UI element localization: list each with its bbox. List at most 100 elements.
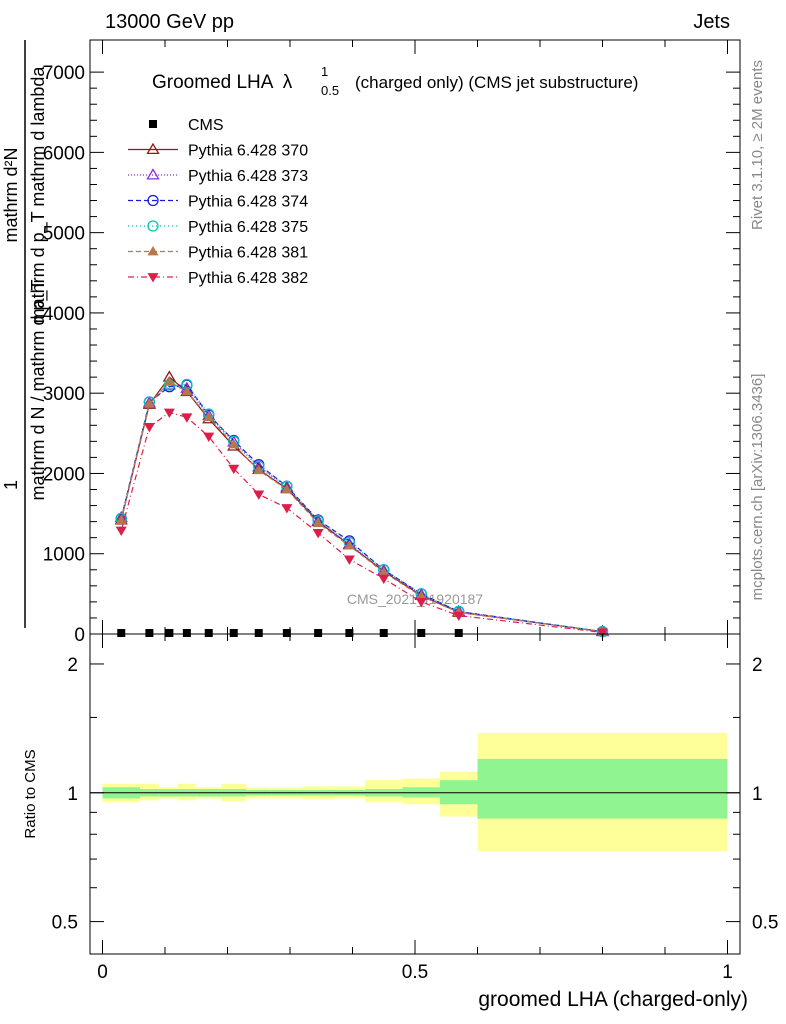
ratio-xtick-label: 0: [97, 962, 108, 983]
main-ytick-label: 0: [74, 625, 85, 646]
ylabel-top-numerator: 1: [1, 480, 21, 490]
main-ytick-label: 2000: [43, 464, 85, 485]
data-point: [343, 555, 355, 565]
data-point: [181, 413, 193, 423]
legend-marker: [147, 220, 159, 232]
data-point: [228, 464, 240, 475]
legend-item: Pythia 6.428 374: [128, 194, 308, 211]
data-point: [597, 628, 608, 638]
data-point: [254, 629, 263, 637]
main-ytick-label: 5000: [43, 224, 85, 245]
legend-marker: [147, 246, 159, 256]
legend-marker: [147, 273, 159, 283]
legend-marker: [147, 194, 159, 207]
legend-label: Pythia 6.428 374: [188, 194, 308, 211]
legend-item: Pythia 6.428 381: [128, 245, 308, 262]
legend: CMS Pythia 6.428 370 Pythia 6.428 373 Pythi…: [128, 117, 308, 287]
main-ytick-label: 7000: [43, 63, 85, 84]
ratio-xtick-label: 0.5: [402, 962, 428, 983]
svg-text:Groomed LHA λ: Groomed LHA λ: [152, 72, 293, 93]
series-6: [115, 408, 608, 638]
legend-label: Pythia 6.428 373: [188, 168, 308, 185]
data-point: [282, 629, 291, 637]
data-point: [182, 629, 191, 637]
data-point: [203, 432, 215, 443]
mcplots-label: mcplots.cern.ch [arXiv:1306.3436]: [749, 374, 766, 601]
ratio-ytick-label: 1: [67, 784, 78, 805]
ratio-ytick-label: 0.5: [52, 913, 78, 934]
ylabel-inner-denominator: mathrm d p_T mathrm d lambda: [28, 66, 49, 324]
main-title: Groomed LHA λ 1 0.5 (charged only) (CMS …: [152, 64, 638, 98]
main-ylabel: 1 mathrm d N / mathrm d p_T mathrm d²N m…: [1, 40, 49, 628]
series-0: [117, 629, 463, 637]
series-line: [120, 411, 603, 633]
data-point: [415, 590, 427, 601]
title-main: Groomed LHA: [152, 72, 274, 93]
legend-item: CMS: [149, 117, 224, 134]
ratio-ytick-label-right: 2: [752, 655, 763, 676]
ratio-ytick-label-right: 1: [752, 784, 763, 805]
ratio-ylabel: Ratio to CMS: [22, 749, 39, 838]
main-ticks: 0 1000 2000 3000 4000 5000 6000 7000: [43, 40, 740, 646]
main-series: [114, 370, 610, 638]
data-point: [228, 439, 240, 449]
series-line: [120, 376, 603, 633]
data-point: [143, 398, 155, 408]
x-axis-title: groomed LHA (charged-only): [478, 988, 748, 1011]
legend-item: Pythia 6.428 370: [128, 143, 308, 160]
legend-label: Pythia 6.428 382: [188, 270, 308, 287]
data-point: [314, 629, 323, 637]
ratio-plot: 0.5 0.5 1 1 2 2 0 0.5 1: [52, 633, 778, 983]
main-ytick-label: 1000: [43, 545, 85, 566]
ylabel-denominator: mathrm d N / mathrm d p_T: [28, 279, 49, 500]
ratio-ytick-label-right: 0.5: [752, 913, 778, 934]
data-point: [253, 464, 265, 475]
data-point: [345, 629, 354, 637]
data-point: [145, 629, 154, 637]
data-point: [454, 629, 463, 637]
ratio-ticks: 0.5 0.5 1 1 2 2 0 0.5 1: [52, 634, 778, 983]
ratio-xtick-label: 1: [722, 962, 733, 983]
title-sup: 1: [321, 64, 328, 79]
data-point: [415, 598, 427, 608]
title-suffix: (charged only) (CMS jet substructure): [355, 73, 638, 92]
data-point: [143, 423, 155, 433]
data-point: [417, 629, 426, 637]
data-point: [453, 611, 465, 622]
data-point: [115, 526, 127, 536]
main-ytick-label: 6000: [43, 143, 85, 164]
ylabel-inner-numerator: mathrm d²N: [1, 147, 21, 242]
data-point: [378, 566, 390, 577]
data-point: [253, 490, 265, 500]
legend-marker: [146, 142, 160, 155]
ratio-band-stat: [440, 780, 478, 805]
data-point: [343, 540, 355, 550]
legend-item: Pythia 6.428 375: [128, 219, 308, 236]
data-point: [378, 574, 390, 585]
data-point: [163, 376, 175, 386]
legend-item: Pythia 6.428 373: [128, 168, 308, 185]
legend-label: Pythia 6.428 381: [188, 245, 308, 262]
rivet-label: Rivet 3.1.10, ≥ 2M events: [749, 60, 766, 230]
title-symbol: λ: [283, 72, 293, 93]
legend-item: Pythia 6.428 382: [128, 270, 308, 287]
legend-label: Pythia 6.428 370: [188, 143, 308, 160]
data-point: [181, 386, 193, 396]
legend-label: CMS: [188, 117, 224, 134]
ratio-band-stat: [477, 758, 728, 819]
data-point: [165, 629, 174, 637]
title-sub: 0.5: [321, 83, 339, 98]
main-ytick-label: 4000: [43, 304, 85, 325]
data-point: [312, 517, 324, 528]
legend-label: Pythia 6.428 375: [188, 219, 308, 236]
process-label: Jets: [693, 11, 730, 33]
data-point: [281, 484, 293, 494]
data-point: [229, 629, 238, 637]
series-line: [120, 384, 603, 633]
ratio-bands: [102, 732, 728, 852]
main-ytick-label: 3000: [43, 384, 85, 405]
data-point: [163, 408, 175, 418]
data-point: [117, 629, 126, 637]
data-point: [281, 504, 293, 514]
